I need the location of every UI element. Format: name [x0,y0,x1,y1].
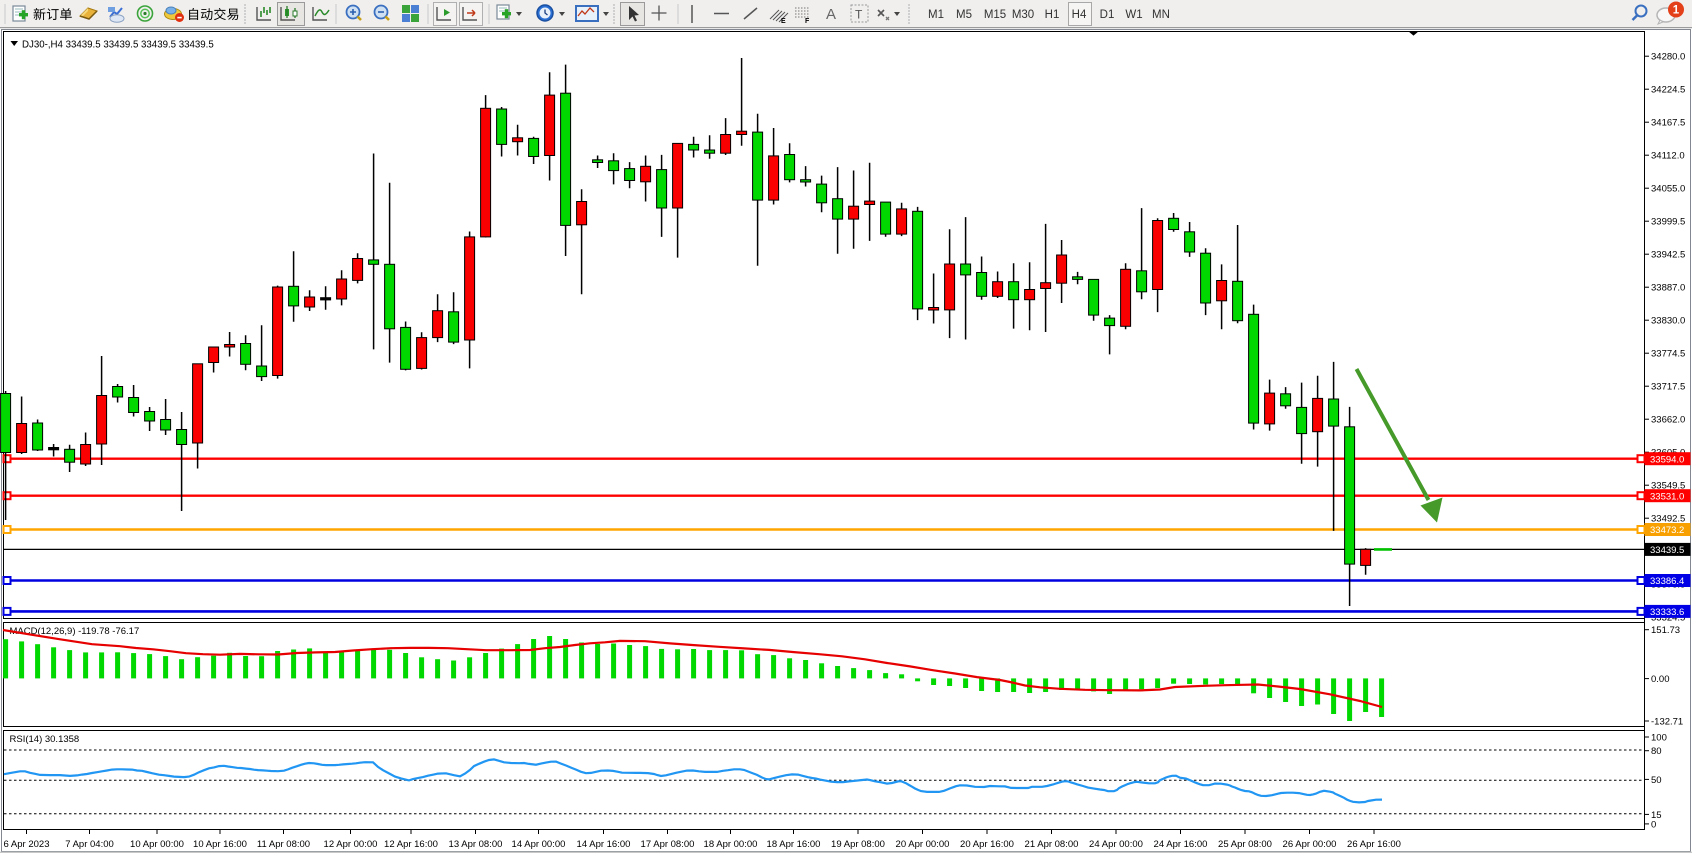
svg-text:H1: H1 [1045,9,1060,21]
svg-text:D1: D1 [1100,9,1115,21]
svg-text:33333.6: 33333.6 [1650,607,1684,618]
svg-text:80: 80 [1651,746,1662,757]
svg-text:100: 100 [1651,733,1667,744]
svg-text:33999.5: 33999.5 [1651,217,1685,228]
svg-text:33830.0: 33830.0 [1651,316,1685,327]
svg-text:33492.5: 33492.5 [1651,514,1685,525]
svg-text:DJ30-,H4 33439.5 33439.5 3343: DJ30-,H4 33439.5 33439.5 33439.5 33439.5 [22,40,214,51]
svg-text:11 Apr 08:00: 11 Apr 08:00 [257,839,310,850]
svg-text:W1: W1 [1125,9,1142,21]
svg-text:33662.0: 33662.0 [1651,415,1685,426]
svg-text:34167.5: 34167.5 [1651,118,1685,129]
svg-text:17 Apr 08:00: 17 Apr 08:00 [641,839,695,850]
svg-text:33439.5: 33439.5 [1650,545,1684,556]
svg-text:34280.0: 34280.0 [1651,52,1685,63]
svg-text:34224.5: 34224.5 [1651,85,1685,96]
svg-text:33531.0: 33531.0 [1650,491,1684,502]
svg-text:26 Apr 00:00: 26 Apr 00:00 [1283,839,1337,850]
svg-text:13 Apr 08:00: 13 Apr 08:00 [449,839,503,850]
svg-text:12 Apr 16:00: 12 Apr 16:00 [384,839,438,850]
svg-text:10 Apr 16:00: 10 Apr 16:00 [193,839,247,850]
svg-text:34055.0: 34055.0 [1651,184,1685,195]
svg-text:33549.5: 33549.5 [1651,481,1685,492]
svg-text:M30: M30 [1012,9,1034,21]
svg-text:6 Apr 2023: 6 Apr 2023 [4,839,50,850]
svg-text:21 Apr 08:00: 21 Apr 08:00 [1025,839,1079,850]
svg-text:12 Apr 00:00: 12 Apr 00:00 [324,839,378,850]
svg-text:25 Apr 08:00: 25 Apr 08:00 [1218,839,1272,850]
svg-text:10 Apr 00:00: 10 Apr 00:00 [130,839,184,850]
svg-text:18 Apr 16:00: 18 Apr 16:00 [767,839,821,850]
svg-text:M1: M1 [928,9,944,21]
svg-text:33887.0: 33887.0 [1651,283,1685,294]
svg-text:19 Apr 08:00: 19 Apr 08:00 [831,839,885,850]
svg-text:T: T [855,8,863,22]
svg-text:33324.5: 33324.5 [1651,613,1685,624]
svg-text:F: F [805,18,810,25]
svg-text:0.00: 0.00 [1651,674,1670,685]
svg-text:33774.5: 33774.5 [1651,349,1685,360]
svg-text:MN: MN [1152,9,1170,21]
svg-text:MACD(12,26,9) -119.78 -76.17: MACD(12,26,9) -119.78 -76.17 [10,626,140,637]
svg-text:33942.5: 33942.5 [1651,250,1685,261]
svg-text:M5: M5 [956,9,972,21]
svg-text:50: 50 [1651,775,1662,786]
svg-text:24 Apr 16:00: 24 Apr 16:00 [1154,839,1208,850]
svg-text:E: E [781,18,786,25]
svg-text:20 Apr 00:00: 20 Apr 00:00 [896,839,950,850]
svg-text:H4: H4 [1072,9,1087,21]
svg-text:33717.5: 33717.5 [1651,382,1685,393]
svg-text:33594.0: 33594.0 [1650,454,1684,465]
svg-text:20 Apr 16:00: 20 Apr 16:00 [960,839,1014,850]
svg-text:-132.71: -132.71 [1651,717,1683,728]
svg-text:14 Apr 16:00: 14 Apr 16:00 [577,839,631,850]
svg-text:34112.0: 34112.0 [1651,151,1685,162]
svg-text:151.73: 151.73 [1651,625,1680,636]
svg-text:33386.4: 33386.4 [1650,576,1684,587]
svg-text:14 Apr 00:00: 14 Apr 00:00 [512,839,566,850]
svg-text:33473.2: 33473.2 [1650,525,1684,536]
svg-text:M15: M15 [984,9,1006,21]
svg-text:0: 0 [1651,819,1656,830]
svg-text:A: A [826,6,836,23]
svg-text:1: 1 [1673,5,1680,17]
svg-text:7 Apr 04:00: 7 Apr 04:00 [65,839,114,850]
svg-text:24 Apr 00:00: 24 Apr 00:00 [1089,839,1143,850]
svg-text:15: 15 [1651,810,1662,821]
svg-text:RSI(14) 30.1358: RSI(14) 30.1358 [10,734,80,745]
svg-text:26 Apr 16:00: 26 Apr 16:00 [1347,839,1401,850]
svg-text:18 Apr 00:00: 18 Apr 00:00 [704,839,758,850]
